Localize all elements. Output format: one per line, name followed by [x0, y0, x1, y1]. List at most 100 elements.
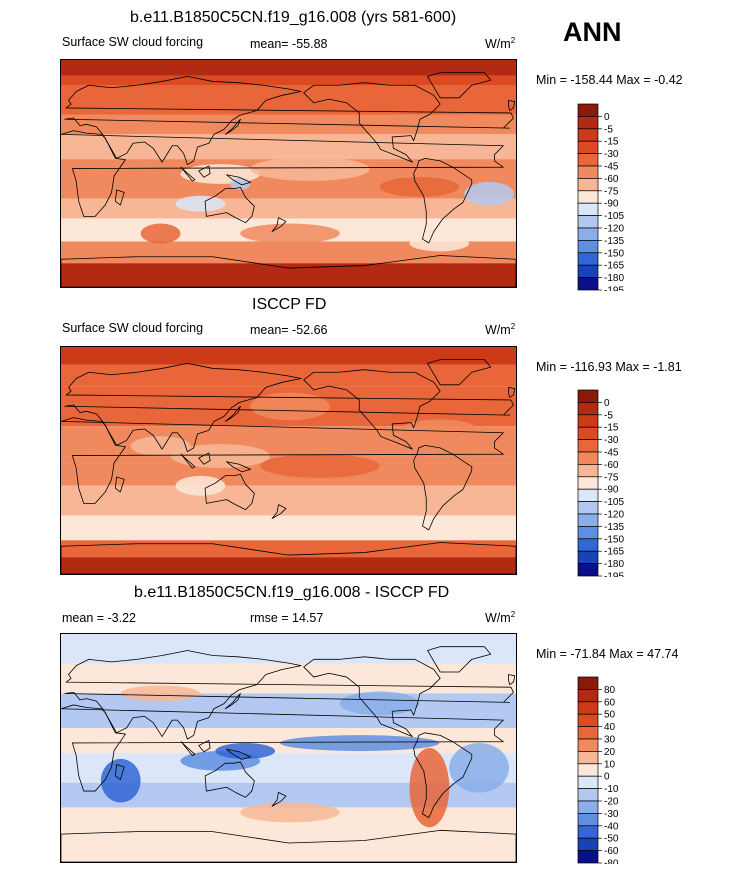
panel3-colorbar-tick-label: -40 — [604, 821, 619, 832]
panel3-colorbar-swatch — [577, 837, 599, 851]
panel1-colorbar-swatch — [577, 252, 599, 266]
coastline — [180, 453, 196, 469]
panel1-colorbar: 0 -5 -15 -30 -45 -60 -75 -90 -105 -120 -135 -150 -16… — [577, 103, 647, 297]
coastline — [271, 217, 287, 232]
panel2-colorbar-swatch — [577, 476, 599, 490]
coastline — [226, 748, 251, 760]
panel1-map — [60, 59, 517, 288]
panel1-colorbar-swatch — [577, 190, 599, 204]
panel2-mean-label: mean= -52.66 — [250, 323, 328, 337]
panel2-colorbar-swatch — [577, 464, 599, 478]
panel1-colorbar-tick-label: -5 — [604, 124, 613, 135]
panel2-colorbar-tick-label: -105 — [604, 497, 624, 508]
panel2-map — [60, 346, 517, 575]
field-blob — [339, 691, 420, 716]
panel1-colorbar-tick-label: -30 — [604, 149, 619, 160]
panel2-colorbar-tick-label: -60 — [604, 460, 619, 471]
panel2-colorbar-tick-label: -45 — [604, 448, 619, 459]
coastline — [224, 118, 241, 135]
panel2-colorbar-swatch — [577, 402, 599, 416]
coastline — [61, 255, 516, 287]
panel3-colorbar-tick-label: 40 — [604, 722, 616, 733]
field-blob — [379, 176, 460, 197]
field-band — [61, 485, 516, 516]
field-blob — [100, 758, 141, 803]
panel1-colorbar-swatch — [577, 215, 599, 229]
field-band — [61, 540, 516, 558]
panel3-colorbar-tick-label: 10 — [604, 759, 616, 770]
panel2-colorbar-swatch — [577, 513, 599, 527]
panel1-colorbar-swatch — [577, 264, 599, 278]
panel1-minmax: Min = -158.44 Max = -0.42 — [536, 73, 683, 87]
panel2-colorbar-swatch — [577, 389, 599, 403]
panel3-colorbar-swatch — [577, 813, 599, 827]
field-band — [61, 347, 516, 365]
panel1-colorbar-tick-label: -90 — [604, 199, 619, 210]
panel3-colorbar-tick-label: 50 — [604, 710, 616, 721]
panel3-minmax: Min = -71.84 Max = 47.74 — [536, 647, 679, 661]
panel2-colorbar-swatch — [577, 414, 599, 428]
panel2-colorbar-swatch — [577, 488, 599, 502]
panel1-colorbar-tick-label: -165 — [604, 261, 624, 272]
coastline — [64, 75, 514, 166]
panel3-colorbar-tick-label: -10 — [604, 784, 619, 795]
field-blob — [280, 735, 440, 751]
field-blob — [464, 181, 515, 206]
panel2-colorbar-swatch — [577, 439, 599, 453]
panel2-colorbar-swatch — [577, 451, 599, 465]
coastline — [114, 764, 125, 781]
panel3-colorbar-swatch — [577, 726, 599, 740]
panel1-colorbar-swatch — [577, 165, 599, 179]
panel3-colorbar: 80 60 50 40 30 20 10 0 -10 -20 -30 -40 -50 -60 -80 — [577, 676, 647, 870]
field-blob — [170, 444, 271, 468]
panel3-colorbar-swatch — [577, 775, 599, 789]
panel1-colorbar-swatch — [577, 103, 599, 117]
panel1-colorbar-tick-label: -180 — [604, 273, 624, 284]
coastline — [61, 542, 516, 574]
coastline — [427, 359, 492, 386]
coastline — [303, 369, 441, 450]
coastline — [64, 650, 514, 740]
coastline — [508, 674, 516, 686]
panel2-colorbar-swatch — [577, 550, 599, 564]
panel2-colorbar-tick-label: -75 — [604, 472, 619, 483]
panel3-colorbar-swatch — [577, 738, 599, 752]
coastline — [226, 174, 251, 186]
field-blob — [175, 475, 226, 496]
field-blob — [240, 802, 340, 823]
panel2-colorbar-tick-label: 0 — [604, 398, 610, 409]
field-band — [61, 832, 516, 862]
field-band — [61, 60, 516, 76]
coastline — [271, 791, 287, 807]
panel2-units: W/m2 — [485, 322, 516, 338]
panel1-colorbar-swatch — [577, 116, 599, 130]
field-band — [61, 557, 516, 574]
panel1-colorbar-swatch — [577, 128, 599, 142]
panel3-colorbar-swatch — [577, 788, 599, 802]
field-blob — [215, 743, 276, 759]
coastline — [271, 504, 287, 519]
field-band — [61, 85, 516, 115]
panel3-colorbar-tick-label: -80 — [604, 859, 619, 865]
panel2-colorbar-tick-label: -90 — [604, 485, 619, 496]
panel3-colorbar-swatch — [577, 713, 599, 727]
panel3-colorbar-swatch — [577, 701, 599, 715]
coastline — [413, 444, 473, 531]
panel1-colorbar-swatch — [577, 240, 599, 254]
panel1-mean-label: mean= -55.88 — [250, 37, 328, 51]
field-blob — [409, 235, 470, 252]
panel1-colorbar-swatch — [577, 140, 599, 154]
field-blob — [140, 223, 181, 244]
panel2-colorbar-tick-label: -180 — [604, 559, 624, 570]
panel1-colorbar-tick-label: 0 — [604, 112, 610, 123]
field-band — [61, 75, 516, 86]
coastline — [64, 362, 514, 453]
field-blob — [250, 392, 330, 421]
panel3-colorbar-tick-label: -20 — [604, 797, 619, 808]
panel1-colorbar-tick-label: -150 — [604, 248, 624, 259]
field-band — [61, 198, 516, 219]
panel1-variable-label: Surface SW cloud forcing — [62, 35, 204, 49]
coastline — [303, 82, 441, 163]
field-blob — [240, 223, 340, 244]
coastline — [508, 99, 516, 111]
